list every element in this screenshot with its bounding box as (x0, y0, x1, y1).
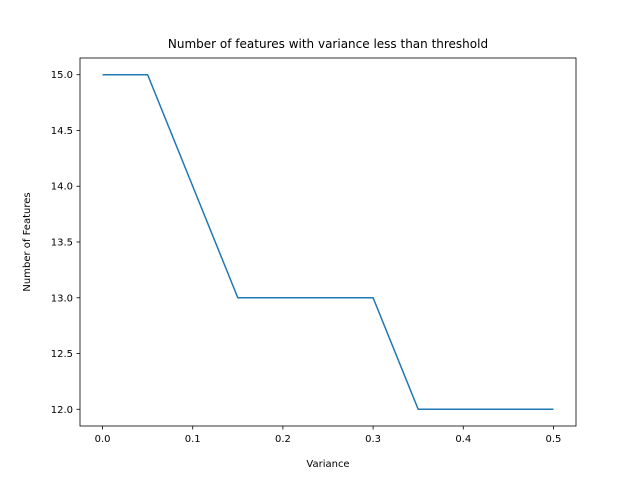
x-tick-label: 0.4 (455, 434, 471, 445)
x-tick-label: 0.2 (275, 434, 291, 445)
y-tick-label: 15.0 (51, 70, 73, 81)
x-tick-label: 0.1 (185, 434, 201, 445)
series-line (102, 73, 554, 411)
x-tick-label: 0.0 (95, 434, 111, 445)
y-tick-label: 14.0 (51, 182, 73, 193)
axes-frame (79, 57, 577, 427)
y-tick-label: 13.0 (51, 293, 73, 304)
y-tick-label: 13.5 (51, 238, 73, 249)
y-axis-title: Number of Features (22, 192, 33, 291)
y-tick-label: 12.0 (51, 405, 73, 416)
x-tick-label: 0.3 (365, 434, 381, 445)
chart-title: Number of features with variance less th… (168, 37, 488, 51)
plot-area: 0.0 0.1 0.2 0.3 0.4 0.5 12.0 12.5 13.0 13.5 14.0 14… (51, 57, 577, 445)
x-axis-title: Variance (306, 459, 349, 470)
y-tick-label: 14.5 (51, 126, 73, 137)
x-tick-label: 0.5 (546, 434, 562, 445)
y-tick-label: 12.5 (51, 349, 73, 360)
